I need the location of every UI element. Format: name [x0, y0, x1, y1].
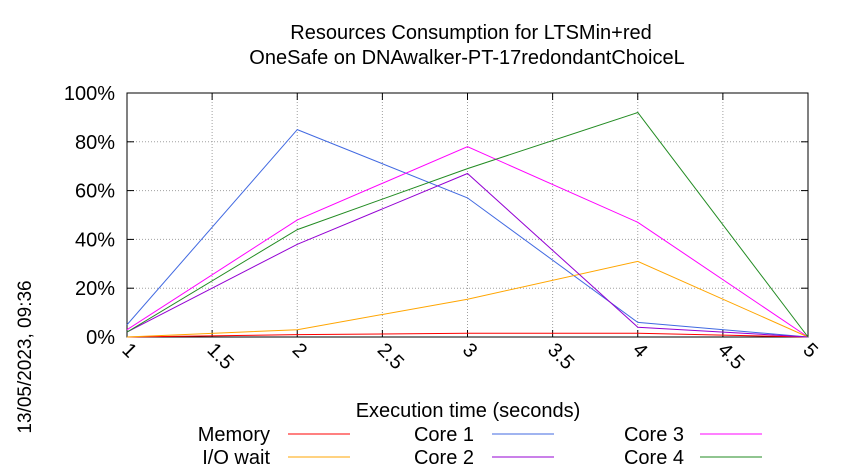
- series-line-core-1: [126, 129, 809, 338]
- y-tick-label: 100%: [64, 83, 115, 105]
- legend-label-core-3: Core 3: [624, 424, 684, 446]
- x-tick-label: 3.5: [543, 339, 578, 374]
- legend-label-memory: Memory: [198, 424, 270, 446]
- y-tick-label: 0%: [86, 327, 115, 349]
- chart-title-line-1: Resources Consumption for LTSMin+red: [290, 22, 651, 44]
- x-axis-label: Execution time (seconds): [356, 400, 581, 422]
- timestamp-label: 13/05/2023, 09:36: [15, 280, 36, 433]
- y-tick-label: 40%: [75, 229, 115, 251]
- series-line-core-4: [126, 111, 809, 338]
- legend-label-core-2: Core 2: [414, 447, 474, 469]
- y-tick-label: 80%: [75, 132, 115, 154]
- x-tick-label: 2.5: [373, 339, 408, 374]
- y-axis: 0% 20% 40% 60% 80% 100%: [64, 83, 808, 349]
- series-line-core-2: [126, 172, 809, 338]
- legend-label-i-o-wait: I/O wait: [202, 447, 270, 469]
- y-tick-label: 60%: [75, 181, 115, 203]
- series-line-core-3: [126, 146, 809, 338]
- x-tick-label: 3: [458, 339, 481, 362]
- x-tick-label: 1.5: [203, 339, 238, 374]
- legend-label-core-4: Core 4: [624, 447, 684, 469]
- x-tick-label: 5: [798, 339, 821, 362]
- grid: [126, 92, 809, 338]
- y-tick-label: 20%: [75, 278, 115, 300]
- series-line-memory: [126, 332, 809, 338]
- series-lines: [126, 111, 809, 338]
- x-tick-label: 2: [288, 339, 311, 362]
- x-tick-label: 1: [117, 339, 140, 362]
- chart-title-line-2: OneSafe on DNAwalker-PT-17redondantChoic…: [249, 47, 684, 69]
- legend: Memory Core 1 Core 3 I/O wait Core 2 Core 4: [198, 424, 762, 469]
- x-tick-label: 4.5: [713, 339, 748, 374]
- series-line-i-o-wait: [126, 260, 809, 338]
- legend-label-core-1: Core 1: [414, 424, 474, 446]
- x-tick-label: 4: [628, 339, 651, 362]
